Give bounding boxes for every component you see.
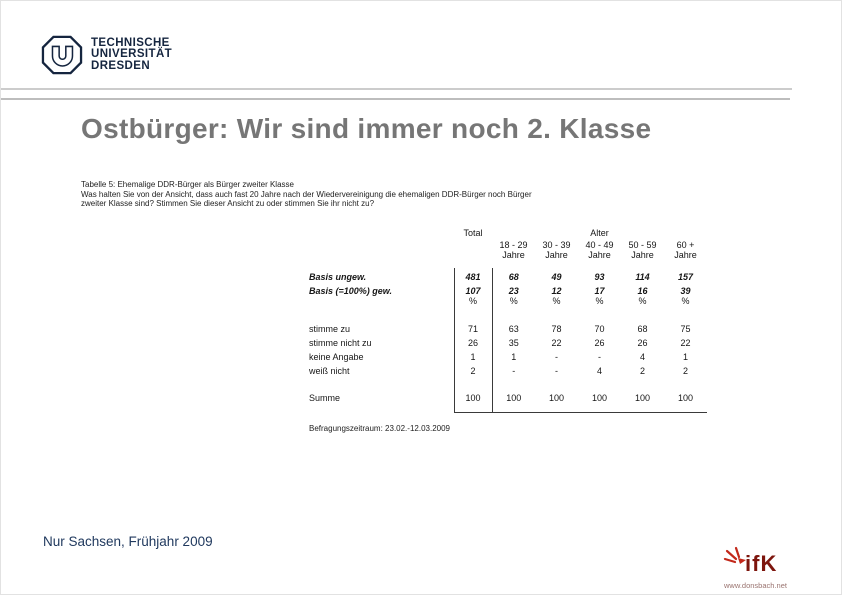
cell-value: 93 <box>594 271 605 282</box>
cell-value: 157 <box>677 271 694 282</box>
table-figure: Tabelle 5: Ehemalige DDR-Bürger als Bürg… <box>81 180 707 433</box>
cell-value: 75 <box>680 323 691 334</box>
caption-line: zweiter Klasse sind? Stimmen Sie dieser … <box>81 199 375 208</box>
cell-value: 100 <box>578 375 621 413</box>
col-header-age-4: 60 + Jahre <box>674 239 697 260</box>
university-name: TECHNISCHE UNIVERSITÄT DRESDEN <box>91 36 173 73</box>
cell-value: % <box>681 295 690 305</box>
ifk-url: www.donsbach.net <box>724 581 787 590</box>
cell-total: % <box>453 295 493 305</box>
col-header-age-1: 30 - 39 Jahre <box>542 239 571 260</box>
table-header-row: Total Alter <box>309 222 707 238</box>
university-line: TECHNISCHE <box>91 36 170 49</box>
row-label: Summe <box>309 393 341 403</box>
row-label: stimme nicht zu <box>309 337 372 348</box>
row-label: Basis ungew. <box>309 271 367 282</box>
cell-value: % <box>509 295 518 305</box>
cell-value: 26 <box>594 337 605 348</box>
cell-total: 107 <box>453 281 493 296</box>
footer-note: Nur Sachsen, Frühjahr 2009 <box>43 534 213 549</box>
row-label: weiß nicht <box>309 365 350 376</box>
caption-line: Tabelle 5: Ehemalige DDR-Bürger als Bürg… <box>81 180 294 189</box>
cell-value: 2 <box>639 365 645 376</box>
cell-value: - <box>555 365 558 376</box>
col-header-age-3: 50 - 59 Jahre <box>628 239 657 260</box>
cell-value: 1 <box>682 351 688 362</box>
table-caption: Tabelle 5: Ehemalige DDR-Bürger als Bürg… <box>81 180 626 209</box>
col-header-total: Total <box>463 227 483 238</box>
table-row: Summe 100 100 100 100 100 100 <box>309 375 707 413</box>
col-group-alter: Alter <box>590 227 609 238</box>
tu-dresden-logo: TECHNISCHE UNIVERSITÄT DRESDEN <box>41 35 172 75</box>
table-header-row: 18 - 29 Jahre 30 - 39 Jahre 40 - 49 Jahr… <box>309 238 707 268</box>
cell-value: 39 <box>680 285 691 296</box>
tud-octagon-icon <box>41 35 83 75</box>
cell-value: 16 <box>637 285 648 296</box>
cell-value: 22 <box>680 337 691 348</box>
cell-value: 68 <box>637 323 648 334</box>
cell-value: 114 <box>635 271 650 282</box>
table-row: stimme zu 71 63 78 70 68 75 <box>309 304 707 334</box>
table-row: %%%%%% <box>309 295 707 305</box>
col-header-age-2: 40 - 49 Jahre <box>585 239 614 260</box>
row-label: stimme zu <box>309 323 351 334</box>
survey-period: Befragungszeitraum: 23.02.-12.03.2009 <box>309 423 450 433</box>
results-table: Total Alter 18 - 29 Jahre 30 - 39 Jahre … <box>309 222 707 413</box>
cell-total: 26 <box>453 333 493 348</box>
cell-value: 70 <box>594 323 605 334</box>
cell-value: 4 <box>639 351 645 362</box>
results-table-body: Basis ungew. 481 68 49 93 114 157 Basis (=100%)… <box>309 267 707 413</box>
cell-value: 2 <box>682 365 688 376</box>
caption-line: Was halten Sie von der Ansicht, dass auc… <box>81 189 532 199</box>
cell-value: % <box>638 295 647 305</box>
table-row: weiß nicht 2 - - 4 2 2 <box>309 361 707 376</box>
header-divider-bottom <box>1 98 790 100</box>
cell-value: 12 <box>551 285 562 296</box>
cell-total: 1 <box>453 347 493 362</box>
cell-value: 100 <box>621 375 664 413</box>
table-row: stimme nicht zu 26 35 22 26 26 22 <box>309 333 707 348</box>
cell-value: - <box>555 351 558 362</box>
cell-total: 2 <box>453 361 493 376</box>
table-row: Basis ungew. 481 68 49 93 114 157 <box>309 267 707 282</box>
table-row: keine Angabe 1 1 - - 4 1 <box>309 347 707 362</box>
col-header-age-0: 18 - 29 Jahre <box>499 239 528 260</box>
cell-value: 100 <box>492 375 535 413</box>
cell-value: 22 <box>551 337 562 348</box>
spark-icon <box>723 546 753 575</box>
ifk-wordmark: ifK <box>745 551 778 576</box>
header-divider-top <box>1 88 792 90</box>
cell-value: % <box>552 295 561 305</box>
cell-value: - <box>598 351 601 362</box>
cell-value: % <box>595 295 604 305</box>
cell-total: 100 <box>453 375 493 413</box>
cell-total: 481 <box>453 267 493 282</box>
cell-value: 26 <box>637 337 648 348</box>
table-row: Basis (=100%) gew. 107 23 12 17 16 39 <box>309 281 707 296</box>
row-label: keine Angabe <box>309 351 364 362</box>
cell-value: 78 <box>551 323 562 334</box>
cell-value: 17 <box>594 285 605 296</box>
cell-value: - <box>512 365 516 376</box>
cell-value: 4 <box>596 365 602 376</box>
cell-total: 71 <box>453 304 493 334</box>
row-label <box>309 296 454 305</box>
cell-value: 100 <box>664 375 707 413</box>
university-line: UNIVERSITÄT <box>91 48 173 61</box>
row-label: Basis (=100%) gew. <box>309 285 392 296</box>
cell-value: 63 <box>508 323 519 334</box>
slide-title: Ostbürger: Wir sind immer noch 2. Klasse <box>81 113 652 144</box>
cell-value: 1 <box>511 351 517 362</box>
cell-value: 100 <box>535 375 578 413</box>
cell-value: 35 <box>508 337 519 348</box>
cell-value: 23 <box>508 285 519 296</box>
university-line: DRESDEN <box>91 59 151 72</box>
cell-value: 49 <box>551 271 562 282</box>
cell-value: 68 <box>508 271 519 282</box>
